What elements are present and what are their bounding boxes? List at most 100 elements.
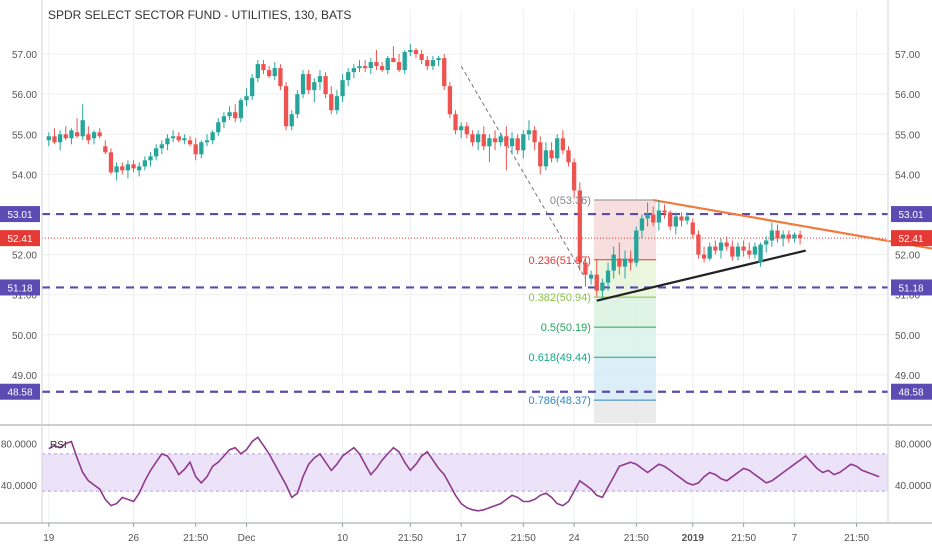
candle [572,158,577,199]
candle-body [521,134,526,151]
candle-body [91,132,97,139]
candle-body [447,86,453,115]
candle [600,278,605,299]
time-tick-label: 26 [128,533,140,544]
badge-text: 51.18 [898,283,923,294]
price-badge-left: 53.01 [0,206,40,223]
candle [769,222,774,247]
candle [413,48,419,59]
candle [764,236,769,253]
price-badges: 53.01 53.01 52.41 52.41 51.18 51.18 48.58 48.58 [0,206,932,400]
candle [170,130,176,143]
candle-body [549,150,554,159]
candle [74,118,80,139]
candle [204,134,210,147]
candle-body [80,120,85,137]
candle-body [193,144,198,155]
candle [673,212,678,235]
badge-text: 53.01 [7,210,32,221]
candle [182,134,187,145]
grid [42,10,888,523]
candle-body [639,218,645,231]
time-tick-label: 21:50 [624,533,649,544]
badge-text: 48.58 [898,388,923,399]
rsi-tick-right: 40.0000 [895,481,932,492]
candle [504,126,509,171]
candle-body [125,164,131,171]
candle [696,230,701,259]
candle-body [52,136,57,143]
candle [97,128,102,139]
candle [447,82,453,119]
fib-level-label: 0.236(51.87) [529,255,591,267]
fib-level-label: 0.618(49.44) [529,352,591,364]
price-tick-right: 57.00 [895,50,920,61]
candle-body [781,234,786,239]
time-tick-label: 19 [43,533,55,544]
time-tick-label: 7 [792,533,798,544]
candle-body [492,138,498,143]
candle-body [588,274,594,279]
fib-level-label: 0.5(50.19) [541,322,591,334]
candle-body [408,50,413,53]
candle-body [617,258,622,267]
price-badge-right: 52.41 [891,230,932,247]
candle [679,212,684,227]
dashed-decline-line [460,65,586,279]
candle [289,110,294,131]
candle-body [340,80,345,97]
price-tick-left: 56.00 [12,90,37,101]
candle-body [459,126,464,131]
candle-body [233,112,238,119]
candle-body [187,140,193,145]
badge-text: 53.01 [898,210,923,221]
candle [255,60,260,83]
candle [492,130,498,151]
candle-body [312,82,317,91]
candle [159,140,164,155]
candle [340,74,345,103]
candle [487,134,492,163]
candle-body [786,234,791,239]
candle [137,162,142,177]
candle-body [300,74,306,95]
candle-body [764,240,769,245]
candle-body [758,244,763,263]
candle [351,64,356,79]
time-tick-label: 21:50 [398,533,423,544]
price-badge-right: 51.18 [891,279,932,296]
candle-body [515,138,520,151]
candle-body [498,136,503,143]
candle-body [374,62,379,67]
candle [459,122,464,139]
candle-body [295,94,300,115]
price-badge-left: 51.18 [0,279,40,296]
candle-body [453,114,458,131]
candle-body [509,138,515,147]
fib-level-label: 0.382(50.94) [529,292,591,304]
candle-body [696,234,701,255]
candle [786,230,791,243]
time-tick-label: 21:50 [511,533,536,544]
candle [52,128,57,145]
candle-body [306,74,311,91]
price-tick-right: 55.00 [895,130,920,141]
horizontal-levels [42,212,888,393]
candle-body [368,62,373,69]
candle [741,240,746,257]
candle-body [504,136,509,147]
candle-body [103,146,108,153]
price-tick-left: 55.00 [12,130,37,141]
candle [187,136,193,147]
candle [317,70,323,91]
time-tick-label: 17 [456,533,468,544]
rsi-label: RSI [50,440,67,451]
rsi-tick-left: 40.0000 [1,481,38,492]
price-tick-right: 52.00 [895,251,920,262]
trendlines [460,65,932,302]
badge-bg [0,279,40,296]
candle [521,130,526,159]
badge-bg [891,383,932,400]
candle-body [46,136,51,141]
